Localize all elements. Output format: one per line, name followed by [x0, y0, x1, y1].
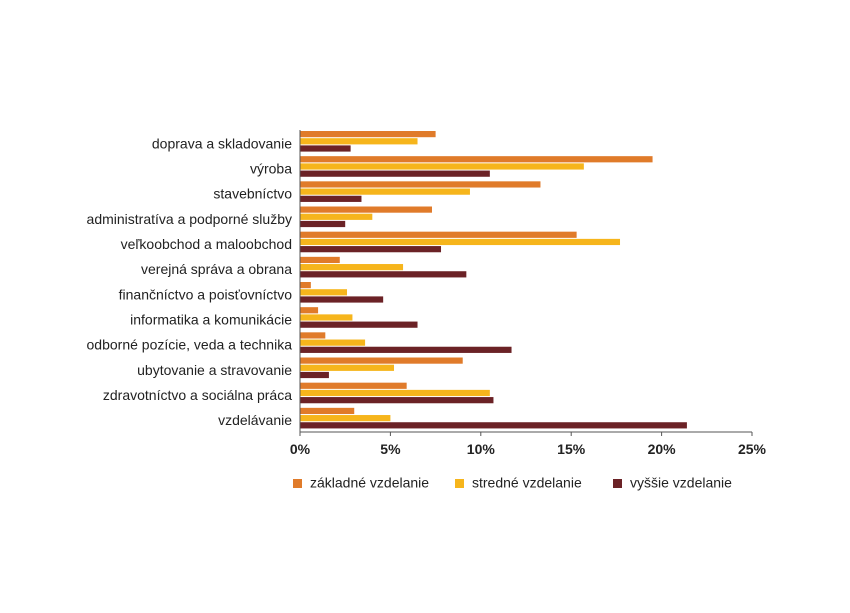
category-label: zdravotníctvo a sociálna práca — [103, 387, 292, 403]
category-labels: doprava a skladovanie výroba stavebníctvo a… — [87, 135, 293, 428]
bar-1-2 — [300, 156, 653, 163]
bar-3-4 — [300, 220, 346, 228]
bar-1-7 — [300, 282, 311, 289]
bar-1-10 — [300, 357, 463, 364]
bar-1-4 — [300, 206, 432, 213]
bar-1-5 — [300, 231, 577, 238]
bar-3-12 — [300, 422, 687, 429]
legend-label: základné vzdelanie — [310, 475, 429, 491]
bar-2-6 — [300, 264, 404, 271]
category-label: doprava a skladovanie — [152, 135, 292, 151]
bar-3-5 — [300, 246, 442, 253]
bar-2-8 — [300, 314, 353, 321]
x-tick-label: 20% — [648, 441, 677, 457]
category-label: odborné pozície, veda a technika — [87, 337, 293, 353]
x-axis-ticks: 0% 5% 10% 15% 20% 25% — [290, 432, 767, 457]
bars-group — [300, 131, 687, 429]
legend-label: vyššie vzdelanie — [630, 475, 732, 491]
bar-1-3 — [300, 181, 541, 188]
bar-2-7 — [300, 289, 348, 296]
bar-1-9 — [300, 332, 326, 339]
category-label: vzdelávanie — [218, 412, 292, 428]
bar-2-9 — [300, 339, 366, 346]
bar-3-7 — [300, 296, 384, 303]
legend-swatch — [293, 479, 302, 488]
category-label: verejná správa a obrana — [141, 261, 292, 277]
bar-3-10 — [300, 371, 329, 379]
bar-2-3 — [300, 188, 470, 195]
bar-2-10 — [300, 364, 395, 371]
bar-2-12 — [300, 415, 391, 422]
category-label: stavebníctvo — [213, 186, 292, 202]
x-tick-label: 10% — [467, 441, 496, 457]
bar-1-6 — [300, 256, 340, 264]
bar-1-1 — [300, 131, 436, 138]
bar-2-11 — [300, 389, 490, 397]
category-label: finančníctvo a poisťovníctvo — [119, 286, 293, 302]
bar-1-12 — [300, 407, 355, 415]
bar-3-11 — [300, 397, 494, 404]
bar-2-1 — [300, 138, 418, 145]
legend-label: stredné vzdelanie — [472, 475, 582, 491]
legend-swatch — [613, 479, 622, 488]
x-tick-label: 5% — [380, 441, 401, 457]
bar-1-11 — [300, 382, 407, 389]
bar-2-2 — [300, 163, 584, 170]
x-tick-label: 25% — [738, 441, 767, 457]
bar-2-5 — [300, 238, 621, 246]
category-label: administratíva a podporné služby — [87, 211, 292, 227]
category-label: veľkoobchod a maloobchod — [121, 236, 292, 252]
bar-3-8 — [300, 321, 418, 328]
bar-3-3 — [300, 195, 362, 202]
x-tick-label: 15% — [557, 441, 586, 457]
bar-3-9 — [300, 346, 512, 353]
category-label: ubytovanie a stravovanie — [137, 362, 292, 378]
bar-1-8 — [300, 307, 319, 314]
bar-3-2 — [300, 170, 490, 177]
x-tick-label: 0% — [290, 441, 311, 457]
legend: základné vzdelanie stredné vzdelanie vyšši… — [293, 475, 732, 491]
category-label: výroba — [250, 160, 292, 176]
bar-2-4 — [300, 213, 373, 220]
bar-3-1 — [300, 145, 351, 152]
bar-3-6 — [300, 271, 467, 278]
category-label: informatika a komunikácie — [130, 311, 292, 327]
legend-swatch — [455, 479, 464, 488]
